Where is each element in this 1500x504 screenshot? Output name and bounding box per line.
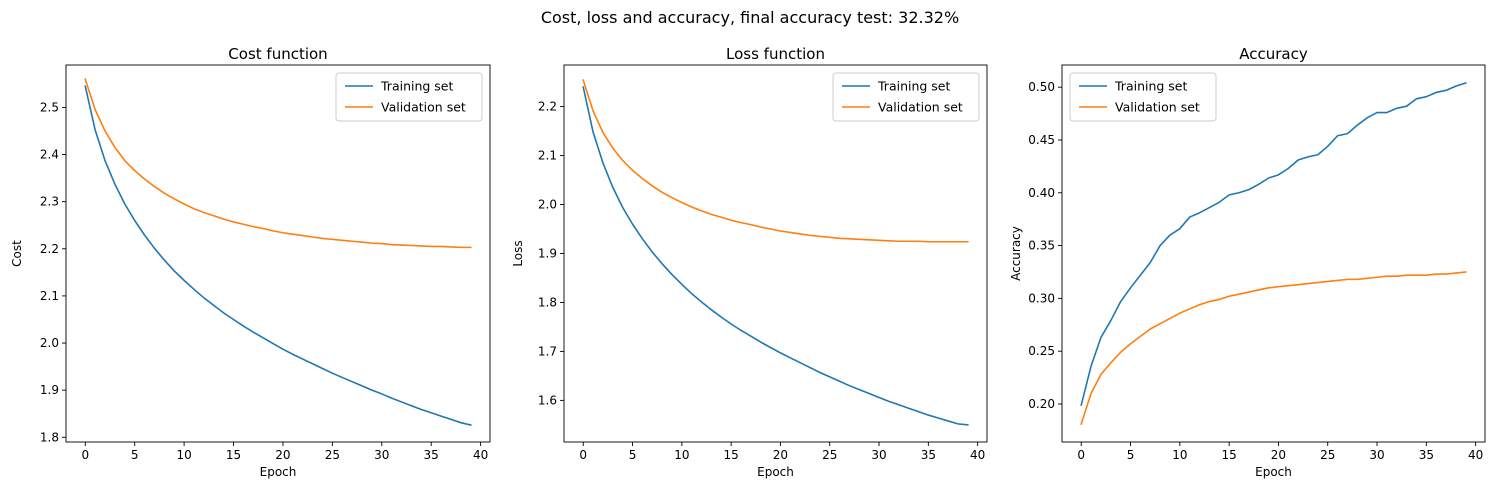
y-tick-label: 2.2 [538, 100, 557, 114]
figure-suptitle: Cost, loss and accuracy, final accuracy … [541, 8, 959, 27]
legend-label: Training set [380, 79, 453, 94]
y-tick-label: 2.3 [40, 195, 59, 209]
x-tick-label: 10 [176, 448, 191, 462]
y-tick-label: 2.1 [538, 149, 557, 163]
x-tick-label: 20 [275, 448, 290, 462]
y-tick-label: 2.4 [40, 148, 59, 162]
y-tick-label: 1.7 [538, 344, 557, 358]
x-tick-label: 0 [579, 448, 587, 462]
y-tick-label: 0.50 [1028, 80, 1055, 94]
legend-label: Training set [877, 79, 950, 94]
x-tick-label: 30 [871, 448, 886, 462]
series-line-training [84, 85, 472, 426]
x-axis-label: Epoch [260, 465, 297, 479]
x-tick-label: 30 [374, 448, 389, 462]
x-tick-label: 0 [1077, 448, 1085, 462]
chart-panel-2: Loss function 0 5 10 15 20 25 30 35 40 1.6 1.7 1.8 1.… [511, 45, 988, 479]
axes-frame [1061, 64, 1486, 443]
x-tick-label: 40 [1468, 448, 1483, 462]
series-line-validation [1080, 271, 1467, 426]
legend: Training set Validation set [832, 72, 980, 122]
y-tick-label: 0.45 [1028, 133, 1055, 147]
x-tick-label: 35 [1419, 448, 1434, 462]
x-tick-label: 5 [131, 448, 139, 462]
y-tick-label: 2.5 [40, 100, 59, 114]
x-axis-label: Epoch [1255, 465, 1292, 479]
y-tick-label: 2.2 [40, 242, 59, 256]
y-tick-label: 2.1 [40, 289, 59, 303]
x-tick-label: 10 [674, 448, 689, 462]
series-line-training [1080, 81, 1467, 407]
y-tick-label: 0.35 [1028, 239, 1055, 253]
y-tick-label: 1.6 [538, 393, 557, 407]
x-axis-label: Epoch [757, 465, 794, 479]
chart-panel-1: Cost function 0 5 10 15 20 25 30 35 40 1.8 1.9 2.0 2.… [10, 45, 491, 479]
y-tick-label: 2.0 [40, 336, 59, 350]
legend: Training set Validation set [1069, 72, 1217, 122]
x-tick-label: 20 [773, 448, 788, 462]
y-tick-label: 1.8 [40, 430, 59, 444]
y-tick-label: 0.40 [1028, 186, 1055, 200]
y-axis-label: Cost [10, 240, 24, 267]
series-line-validation [582, 79, 969, 243]
axes-frame [65, 64, 491, 443]
y-tick-label: 0.20 [1028, 397, 1055, 411]
legend-label: Training set [1114, 79, 1187, 94]
x-tick-label: 40 [970, 448, 985, 462]
x-tick-label: 15 [723, 448, 738, 462]
series-line-validation [84, 78, 472, 249]
chart-title: Cost function [228, 45, 327, 63]
y-tick-label: 1.8 [538, 295, 557, 309]
y-tick-label: 2.0 [538, 198, 557, 212]
chart-title: Accuracy [1239, 45, 1308, 63]
x-tick-label: 15 [1221, 448, 1236, 462]
x-tick-label: 25 [822, 448, 837, 462]
x-tick-label: 40 [473, 448, 488, 462]
axes-frame [563, 64, 988, 443]
y-tick-label: 1.9 [538, 247, 557, 261]
x-tick-label: 5 [629, 448, 637, 462]
x-tick-label: 25 [1320, 448, 1335, 462]
y-tick-label: 0.25 [1028, 344, 1055, 358]
legend-label: Validation set [381, 100, 466, 115]
legend-box [832, 72, 980, 122]
x-tick-label: 25 [325, 448, 340, 462]
series-line-training [582, 86, 969, 426]
x-tick-label: 35 [921, 448, 936, 462]
legend: Training set Validation set [335, 72, 483, 122]
legend-box [1069, 72, 1217, 122]
x-tick-label: 35 [424, 448, 439, 462]
y-axis-label: Accuracy [1009, 226, 1023, 281]
chart-title: Loss function [726, 45, 825, 63]
y-axis-label: Loss [511, 240, 525, 266]
legend-label: Validation set [878, 100, 963, 115]
x-tick-label: 0 [81, 448, 89, 462]
y-tick-label: 1.9 [40, 383, 59, 397]
x-tick-label: 20 [1271, 448, 1286, 462]
legend-box [335, 72, 483, 122]
y-tick-label: 0.30 [1028, 291, 1055, 305]
x-tick-label: 30 [1369, 448, 1384, 462]
legend-label: Validation set [1115, 100, 1200, 115]
x-tick-label: 5 [1127, 448, 1135, 462]
x-tick-label: 10 [1172, 448, 1187, 462]
x-tick-label: 15 [226, 448, 241, 462]
chart-panel-3: Accuracy 0 5 10 15 20 25 30 35 40 0.20 0.25 0.30 0.35… [1009, 45, 1486, 479]
